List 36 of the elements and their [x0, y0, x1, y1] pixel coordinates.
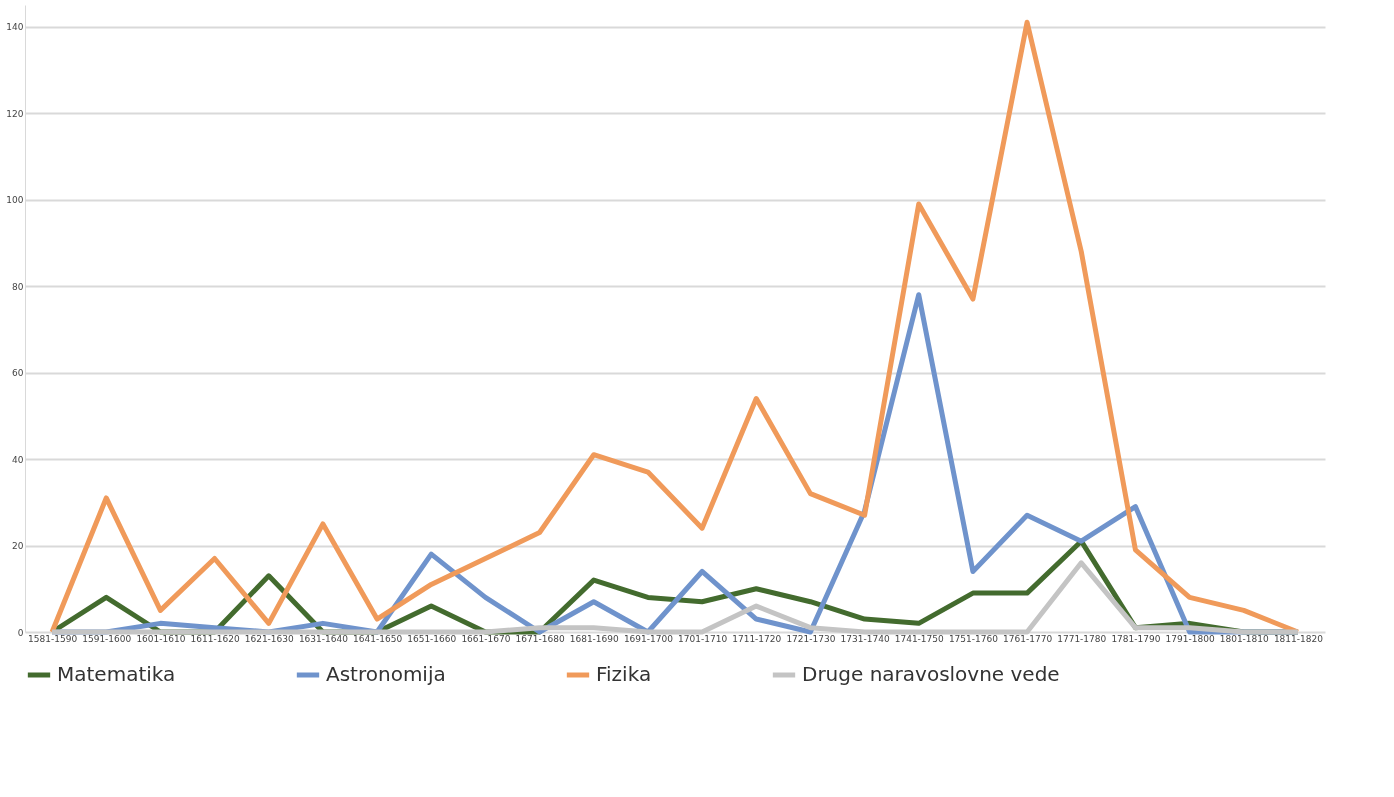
- y-tick-label: 40: [12, 454, 24, 465]
- legend-label: Fizika: [596, 662, 652, 686]
- x-tick-label: 1601-1610: [136, 633, 186, 644]
- y-tick-label: 120: [6, 108, 24, 119]
- x-tick-label: 1581-1590: [28, 633, 78, 644]
- legend-label: Astronomija: [326, 662, 446, 686]
- legend-label: Druge naravoslovne vede: [802, 662, 1060, 686]
- x-tick-label: 1731-1740: [840, 633, 890, 644]
- x-tick-label: 1671-1680: [515, 633, 565, 644]
- x-tick-label: 1651-1660: [407, 633, 457, 644]
- y-tick-label: 20: [12, 541, 24, 552]
- x-tick-label: 1741-1750: [894, 633, 945, 644]
- y-tick-label: 140: [6, 22, 24, 33]
- x-tick-label: 1721-1730: [786, 633, 836, 644]
- x-tick-label: 1611-1620: [190, 633, 240, 644]
- y-tick-label: 100: [6, 195, 24, 206]
- x-tick-label: 1761-1770: [1003, 633, 1053, 644]
- y-tick-label: 60: [12, 368, 24, 379]
- x-tick-label: 1691-1700: [623, 633, 674, 644]
- x-tick-label: 1711-1720: [732, 633, 782, 644]
- x-tick-label: 1661-1670: [461, 633, 511, 644]
- x-tick-label: 1641-1650: [353, 633, 403, 644]
- y-tick-label: 80: [12, 281, 24, 292]
- x-tick-label: 1811-1820: [1273, 633, 1324, 644]
- x-tick-label: 1701-1710: [678, 633, 728, 644]
- x-tick-label: 1621-1630: [244, 633, 295, 644]
- y-tick-label: 0: [17, 627, 24, 638]
- x-tick-label: 1781-1790: [1111, 633, 1161, 644]
- x-tick-label: 1791-1800: [1165, 633, 1215, 644]
- x-tick-label: 1771-1780: [1057, 633, 1107, 644]
- x-tick-label: 1801-1810: [1219, 633, 1270, 644]
- x-tick-label: 1751-1760: [948, 633, 999, 644]
- legend-label: Matematika: [57, 662, 176, 686]
- x-tick-label: 1681-1690: [569, 633, 620, 644]
- x-tick-label: 1591-1600: [82, 633, 132, 644]
- x-tick-label: 1631-1640: [298, 633, 349, 644]
